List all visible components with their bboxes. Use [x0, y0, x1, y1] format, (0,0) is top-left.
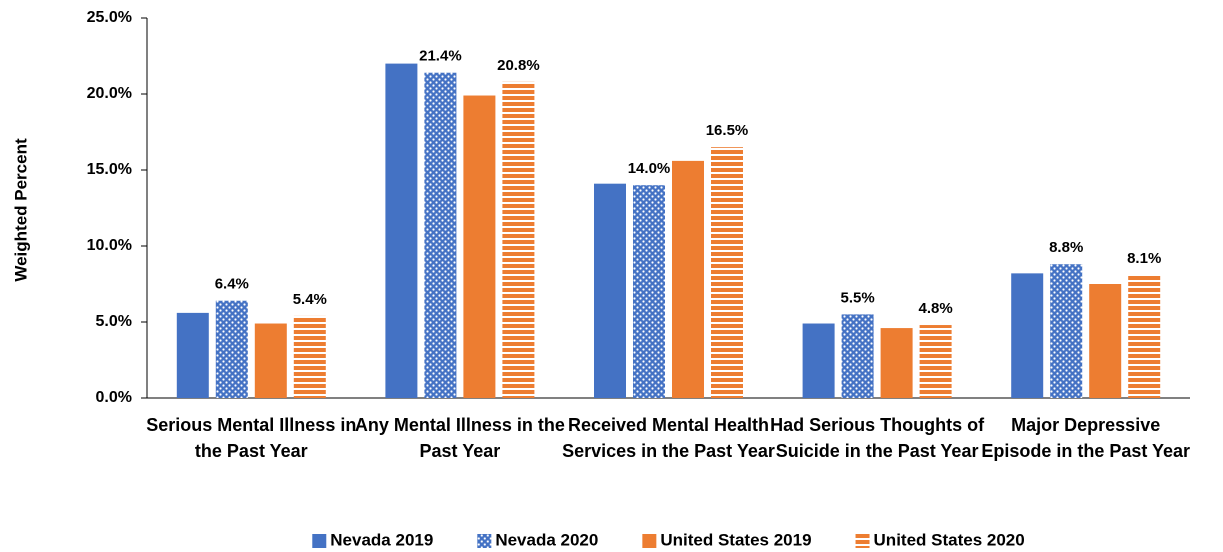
legend-swatch	[642, 534, 657, 548]
y-tick-label: 25.0%	[87, 9, 132, 26]
data-label: 8.1%	[1127, 250, 1161, 267]
data-label: 8.8%	[1049, 239, 1083, 256]
bar	[672, 160, 704, 398]
bar	[802, 323, 835, 398]
legend-label: Nevada 2020	[495, 530, 598, 549]
data-label: 4.8%	[918, 300, 952, 317]
bar	[215, 300, 248, 398]
legend: Nevada 2019 Nevada 2020 United States 2019…	[312, 530, 1025, 549]
bar	[424, 72, 457, 398]
bar	[711, 147, 743, 398]
bar	[594, 183, 626, 398]
bar	[1011, 273, 1044, 398]
x-tick-label: Major Depressive Episode in the Past Yea…	[981, 415, 1191, 461]
x-tick-label-box: Received Mental Health Services in the P…	[562, 415, 775, 461]
x-tick-label: Serious Mental Illness in the Past Year	[146, 415, 357, 461]
x-tick-label-box: Serious Mental Illness in the Past Year	[146, 415, 357, 461]
legend-label: United States 2019	[660, 530, 811, 549]
bar	[293, 315, 326, 398]
bar	[880, 328, 913, 398]
y-tick-label: 5.0%	[96, 313, 132, 330]
legend-swatch	[312, 534, 327, 548]
bar	[841, 314, 874, 398]
data-label: 14.0%	[628, 160, 671, 177]
legend-swatch	[477, 534, 492, 548]
x-tick-label-box: Had Serious Thoughts of Suicide in the P…	[770, 415, 985, 461]
x-tick-label-box: Any Mental Illness in the Past Year	[354, 415, 565, 461]
x-tick-label: Any Mental Illness in the Past Year	[354, 415, 565, 461]
bar	[463, 95, 496, 399]
legend-label: Nevada 2019	[330, 530, 433, 549]
x-tick-label-box: Major Depressive Episode in the Past Yea…	[981, 415, 1191, 461]
x-tick-label: Received Mental Health Services in the P…	[562, 415, 775, 461]
y-tick-label: 10.0%	[87, 237, 132, 254]
y-axis-title: Weighted Percent	[11, 138, 30, 282]
data-label: 6.4%	[215, 276, 249, 293]
data-label: 5.4%	[293, 291, 327, 308]
data-label: 21.4%	[419, 48, 462, 65]
bar	[502, 81, 535, 398]
bar	[176, 312, 209, 398]
legend-label: United States 2020	[874, 530, 1025, 549]
bar	[385, 63, 418, 398]
bar	[254, 323, 287, 398]
bar	[633, 185, 665, 398]
data-label: 16.5%	[706, 122, 749, 139]
bar	[919, 325, 952, 398]
data-label: 5.5%	[840, 289, 874, 306]
bar	[1128, 274, 1161, 398]
data-label: 20.8%	[497, 57, 540, 74]
y-tick-label: 15.0%	[87, 161, 132, 178]
y-tick-label: 0.0%	[96, 389, 132, 406]
legend-swatch	[855, 534, 870, 548]
bar	[1050, 264, 1083, 398]
y-tick-label: 20.0%	[87, 85, 132, 102]
x-tick-label: Had Serious Thoughts of Suicide in the P…	[770, 415, 985, 461]
bar	[1089, 284, 1122, 398]
